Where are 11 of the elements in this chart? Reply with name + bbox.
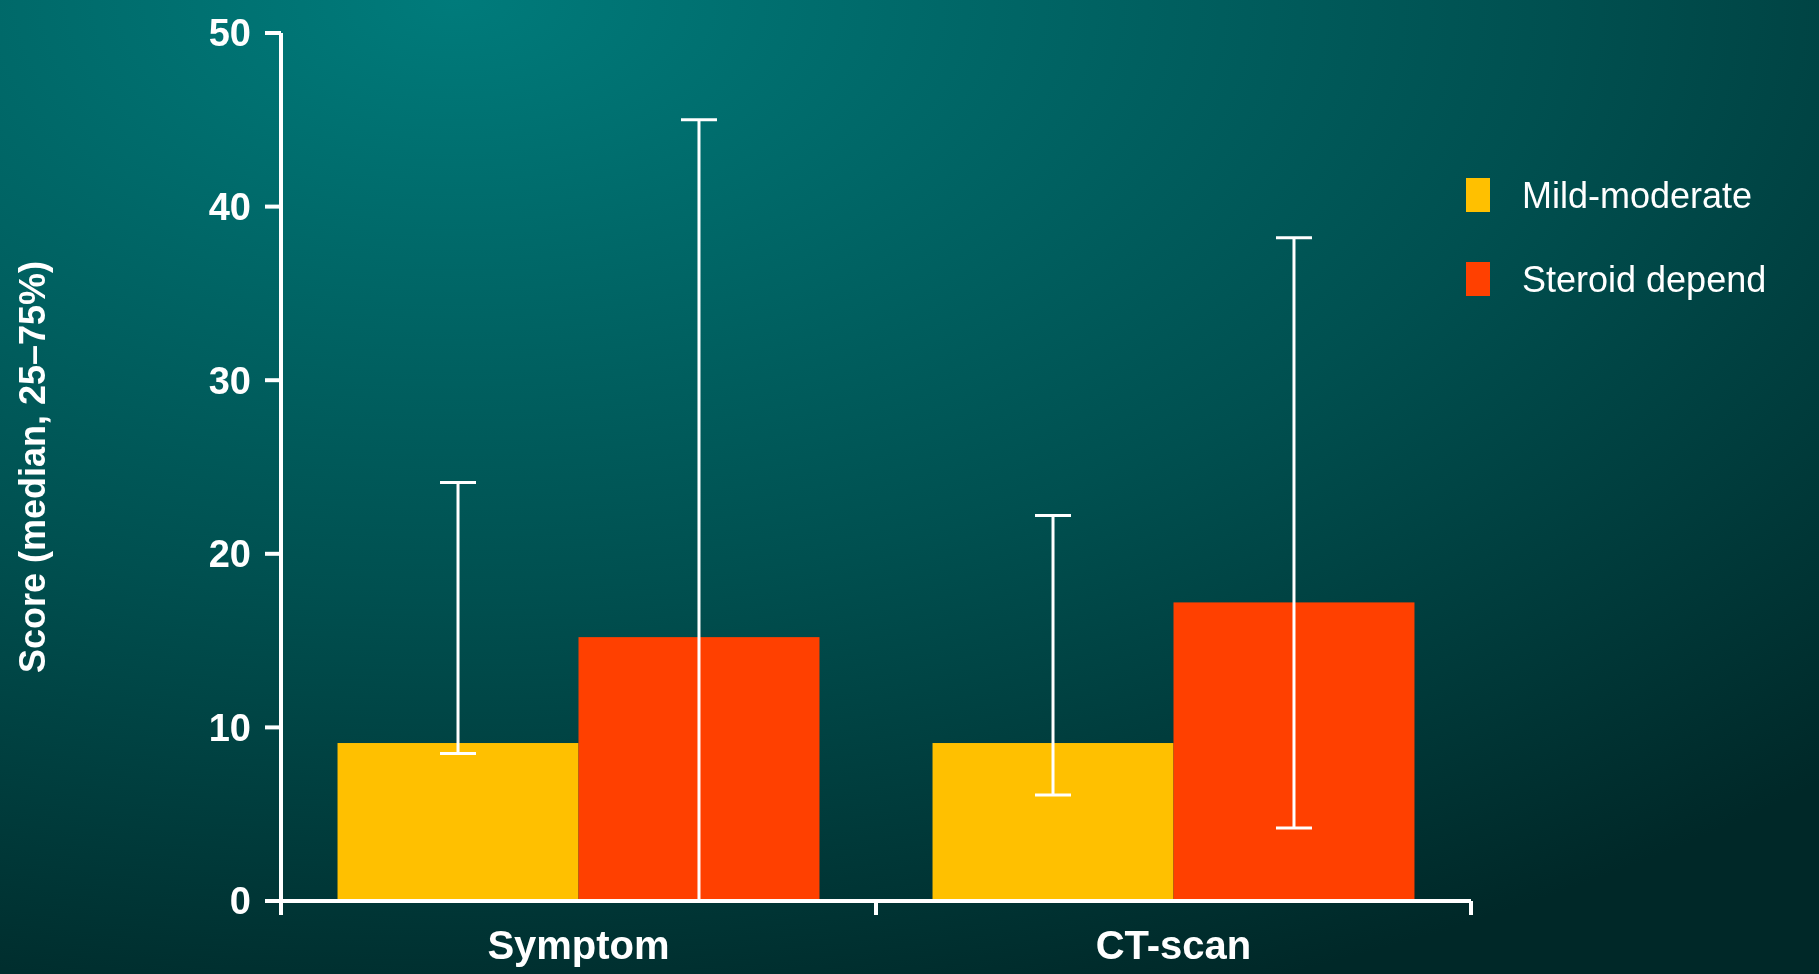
x-tick-label: CT-scan <box>1095 923 1252 967</box>
legend-label: Mild-moderate <box>1522 174 1753 216</box>
y-tick-label: 50 <box>208 12 251 55</box>
legend-label: Steroid depend <box>1522 258 1767 300</box>
y-tick-label: 10 <box>208 706 251 749</box>
y-tick-label: 20 <box>208 533 251 576</box>
y-tick-label: 30 <box>208 359 251 402</box>
y-axis-title: Score (median, 25–75%) <box>12 260 53 674</box>
x-tick-label: Symptom <box>487 923 670 967</box>
y-tick-label: 0 <box>229 880 251 923</box>
y-tick-label: 40 <box>208 185 251 228</box>
